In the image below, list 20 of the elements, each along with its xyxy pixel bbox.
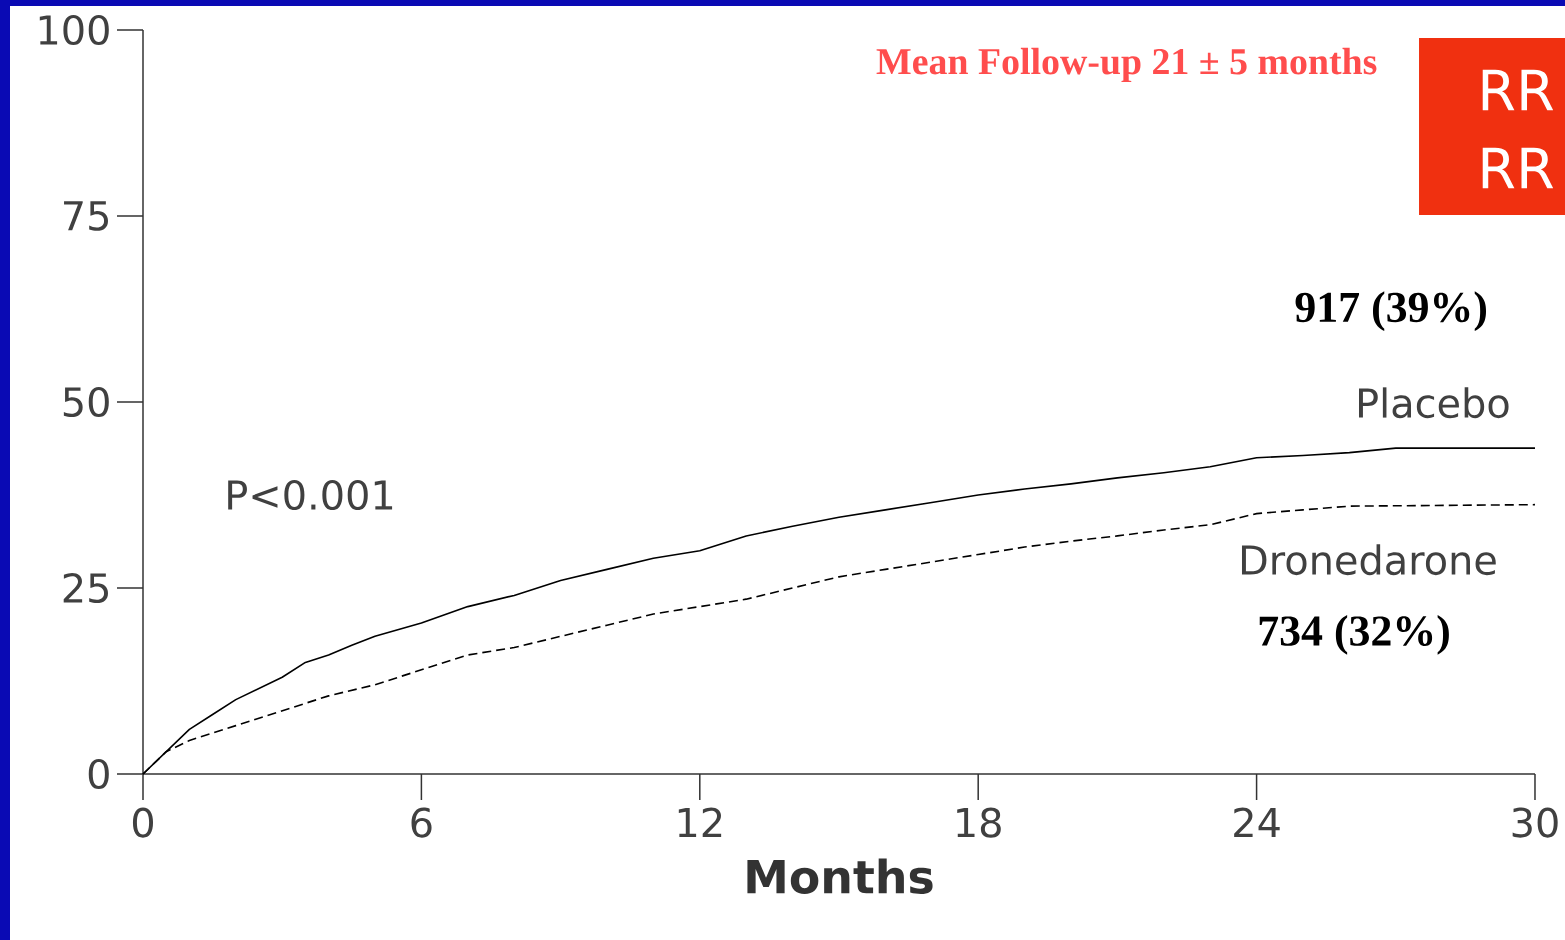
annotation: 734 (32%) (1259, 615, 1449, 655)
y-tick-label: 50 (63, 386, 109, 418)
series-label: Dronedarone (1241, 544, 1496, 576)
x-axis-title: Months (747, 858, 933, 894)
x-tick-label: 24 (1234, 807, 1280, 838)
y-tick-label: 25 (63, 572, 108, 604)
annotation: P<0.001 (228, 479, 393, 511)
x-tick-label: 12 (678, 807, 722, 838)
annotation: RR (1482, 147, 1554, 189)
annotation: RR (1482, 69, 1554, 111)
annotation: 917 (39%) (1295, 291, 1487, 332)
x-tick-label: 18 (957, 807, 1001, 838)
x-tick-label: 6 (411, 807, 432, 838)
x-tick-label: 30 (1512, 807, 1558, 838)
y-tick-label: 75 (64, 201, 108, 231)
series-label: Placebo (1359, 387, 1509, 419)
annotation: Mean Follow-up 21 ± 5 months (876, 47, 1377, 83)
x-tick-label: 0 (132, 807, 154, 838)
y-tick-label: 100 (39, 14, 109, 46)
y-tick-label: 0 (88, 758, 109, 790)
